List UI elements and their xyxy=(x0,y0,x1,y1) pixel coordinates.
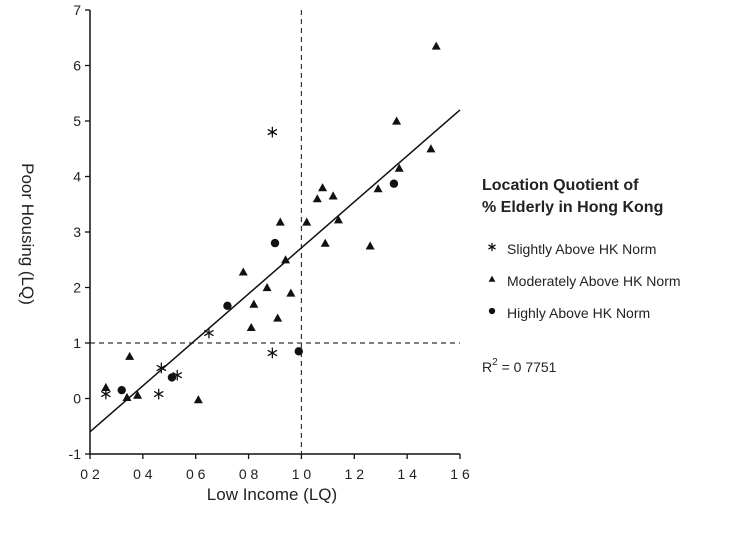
y-tick-label: 0 xyxy=(73,391,81,407)
asterisk-point xyxy=(156,362,167,374)
asterisk-stroke xyxy=(101,391,111,398)
y-tick-label: 4 xyxy=(73,169,81,185)
legend-title-line-1: Location Quotient of xyxy=(482,177,639,194)
triangle-point xyxy=(426,144,436,153)
asterisk-stroke xyxy=(172,372,183,379)
legend-entry-slightly: Slightly Above HK Norm xyxy=(507,241,656,257)
x-tick-label: 1 0 xyxy=(292,466,312,482)
y-tick-label: 5 xyxy=(73,113,81,129)
triangle-point xyxy=(365,241,375,250)
triangle-point xyxy=(238,267,248,276)
triangle-point xyxy=(249,299,259,308)
reference-lines xyxy=(90,10,460,454)
triangle-point xyxy=(312,194,322,203)
triangle-point xyxy=(318,183,328,192)
x-tick-label: 1 4 xyxy=(397,466,417,482)
asterisk-stroke xyxy=(153,391,164,398)
x-tick-label: 0 6 xyxy=(186,466,206,482)
asterisk-point xyxy=(153,388,164,400)
y-tick-label: -1 xyxy=(69,446,82,462)
triangle-point xyxy=(133,390,143,399)
triangle-point xyxy=(101,382,111,391)
triangle-point xyxy=(262,283,272,292)
triangle-point xyxy=(193,395,203,404)
x-axis-title: Low Income (LQ) xyxy=(207,485,337,504)
legend-markers xyxy=(488,242,496,315)
y-tick-label: 2 xyxy=(73,280,81,296)
triangle-point xyxy=(275,217,285,226)
x-tick-label: 1 6 xyxy=(450,466,470,482)
legend-title-line-2: % Elderly in Hong Kong xyxy=(482,199,663,216)
circle-point xyxy=(294,347,303,356)
legend-circle-marker xyxy=(488,307,496,315)
triangle-point xyxy=(246,322,256,332)
x-tick-label: 0 8 xyxy=(239,466,259,482)
axes: -1 0 1 2 3 4 5 6 7 0 2 0 4 0 6 0 8 1 0 1 2 1 4 1 6 xyxy=(69,2,470,482)
y-tick-label: 7 xyxy=(73,2,81,18)
triangle-point xyxy=(122,392,132,401)
data-points xyxy=(101,41,441,404)
circle-point xyxy=(270,238,280,248)
trendline xyxy=(89,109,461,433)
r-squared-value: = 0 7751 xyxy=(498,359,557,375)
triangle-point xyxy=(373,184,383,193)
triangle-point xyxy=(273,313,283,322)
triangle-point xyxy=(431,41,441,50)
legend-entry-moderately: Moderately Above HK Norm xyxy=(507,273,681,289)
legend: Location Quotient of % Elderly in Hong K… xyxy=(482,177,681,375)
circle-point xyxy=(167,373,177,382)
triangle-point xyxy=(286,288,296,297)
x-tick-label: 1 2 xyxy=(345,466,365,482)
asterisk-stroke xyxy=(267,349,278,357)
y-tick-label: 1 xyxy=(73,335,81,351)
legend-triangle-marker xyxy=(488,275,496,282)
asterisk-stroke xyxy=(267,129,278,136)
asterisk-point xyxy=(204,327,214,339)
triangle-point xyxy=(302,217,312,226)
triangle-point xyxy=(333,215,343,224)
x-tick-label: 0 4 xyxy=(133,466,153,482)
triangle-point xyxy=(392,116,402,125)
r-squared-label: R2 = 0 7751 xyxy=(482,357,557,375)
r-squared-exponent: 2 xyxy=(492,357,498,368)
y-axis-title: Poor Housing (LQ) xyxy=(18,163,37,305)
asterisk-stroke xyxy=(204,329,214,337)
x-tick-label: 0 2 xyxy=(80,466,100,482)
asterisk-point xyxy=(267,347,278,359)
triangle-point xyxy=(281,255,291,264)
circle-point xyxy=(389,179,399,188)
asterisk-point xyxy=(267,126,278,138)
triangle-point xyxy=(320,238,330,247)
y-tick-label: 6 xyxy=(73,58,81,74)
triangle-point xyxy=(125,351,135,360)
y-tick-label: 3 xyxy=(73,224,81,240)
legend-entry-highly: Highly Above HK Norm xyxy=(507,305,650,321)
circle-point xyxy=(223,301,232,311)
triangle-point xyxy=(328,191,338,200)
legend-asterisk-marker xyxy=(488,242,496,252)
triangle-point xyxy=(394,163,404,172)
asterisk-stroke xyxy=(156,364,167,372)
regression-line xyxy=(89,109,461,433)
circle-point xyxy=(117,385,126,395)
asterisk-stroke xyxy=(488,244,496,250)
r-squared-prefix: R xyxy=(482,359,492,375)
